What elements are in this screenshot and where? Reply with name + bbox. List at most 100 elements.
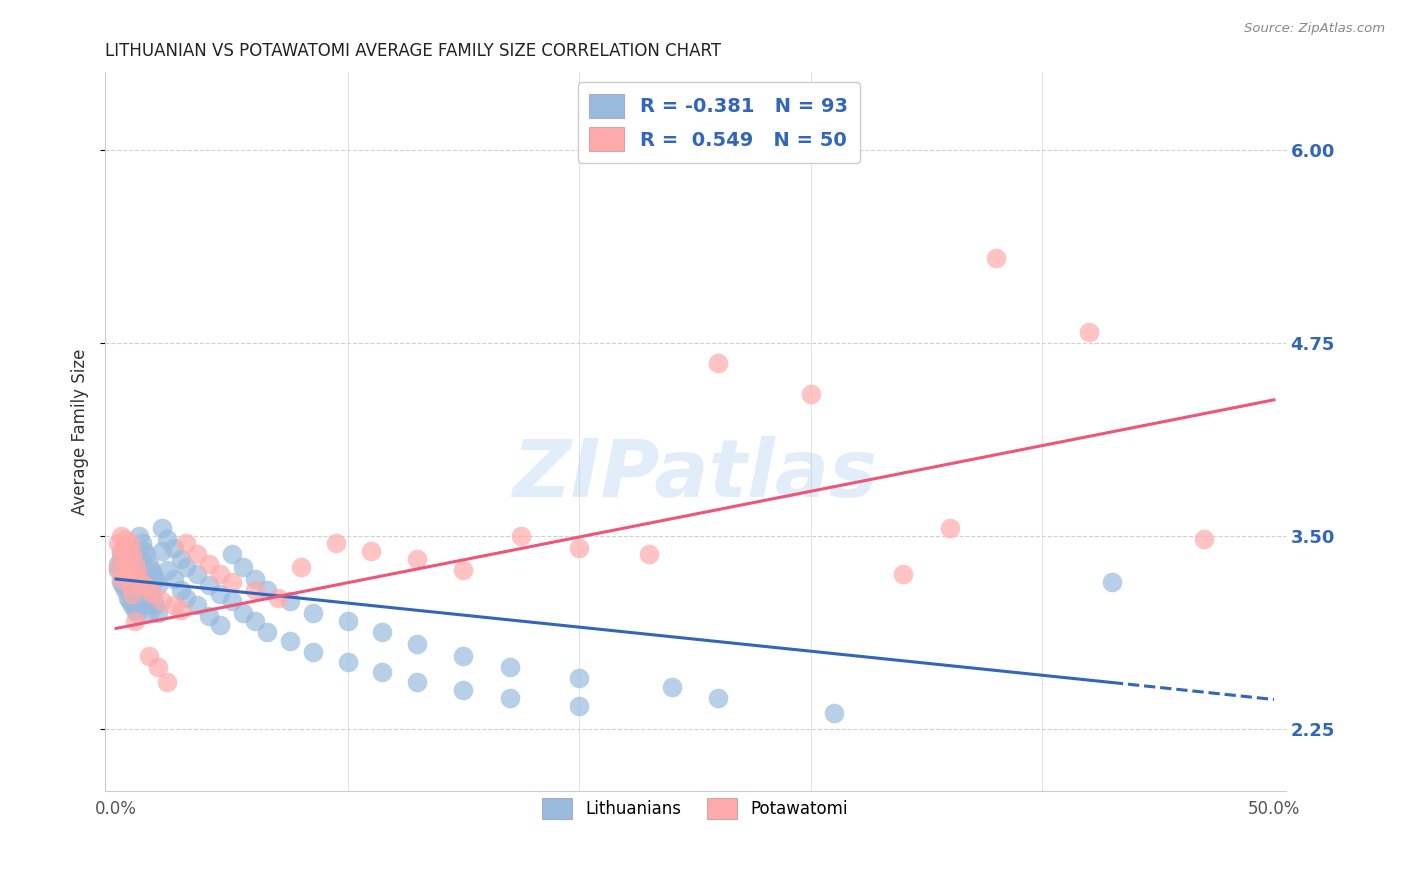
Point (453, 683, 475, 698)
Point (637, 547, 659, 561)
Point (138, 606, 160, 620)
Point (110, 529, 132, 543)
Point (186, 547, 208, 561)
Point (110, 575, 132, 590)
Point (371, 665, 394, 679)
Point (142, 593, 165, 607)
Point (107, 557, 129, 571)
Point (142, 567, 165, 582)
Point (139, 563, 162, 577)
Point (112, 578, 135, 592)
Point (110, 572, 132, 586)
Point (209, 618, 232, 632)
Point (823, 706, 845, 721)
Point (170, 603, 193, 617)
Point (156, 675, 179, 690)
Point (267, 591, 290, 605)
Point (117, 567, 139, 582)
Point (114, 532, 136, 546)
Point (138, 557, 160, 571)
Point (453, 563, 475, 577)
Point (117, 552, 139, 566)
Point (174, 559, 197, 574)
Point (131, 559, 153, 574)
Point (128, 572, 150, 586)
Point (800, 386, 823, 401)
Point (156, 532, 179, 546)
Point (325, 536, 347, 550)
Point (170, 582, 193, 597)
Point (124, 557, 146, 571)
Point (170, 552, 193, 566)
Point (1077, 325, 1099, 339)
Point (156, 563, 179, 577)
Point (121, 599, 143, 613)
Point (135, 547, 157, 561)
Point (112, 563, 135, 577)
Point (124, 582, 146, 597)
Point (360, 544, 382, 558)
Point (938, 521, 960, 535)
Point (114, 582, 136, 597)
Point (114, 552, 136, 566)
Point (107, 563, 129, 577)
Point (336, 614, 359, 628)
Point (209, 587, 232, 601)
Point (132, 591, 155, 605)
Point (209, 567, 232, 582)
Point (336, 656, 359, 670)
Point (131, 536, 153, 550)
Point (152, 593, 174, 607)
Point (138, 649, 160, 664)
Point (197, 609, 219, 624)
Point (114, 541, 136, 555)
Point (132, 572, 155, 586)
Point (145, 599, 167, 613)
Point (117, 544, 139, 558)
Point (146, 660, 169, 674)
Point (302, 644, 325, 658)
Point (163, 572, 186, 586)
Point (112, 541, 135, 555)
Point (128, 529, 150, 543)
Point (146, 606, 169, 620)
Text: Source: ZipAtlas.com: Source: ZipAtlas.com (1244, 22, 1385, 36)
Point (453, 649, 475, 664)
Point (128, 578, 150, 592)
Point (174, 591, 197, 605)
Point (146, 578, 169, 592)
Point (221, 593, 243, 607)
Point (110, 544, 132, 558)
Point (568, 698, 591, 713)
Point (186, 599, 208, 613)
Point (112, 567, 135, 582)
Point (124, 614, 146, 628)
Text: ZIPatlas: ZIPatlas (513, 435, 877, 514)
Point (110, 547, 132, 561)
Text: LITHUANIAN VS POTAWATOMI AVERAGE FAMILY SIZE CORRELATION CHART: LITHUANIAN VS POTAWATOMI AVERAGE FAMILY … (104, 42, 721, 60)
Point (121, 563, 143, 577)
Point (707, 690, 730, 705)
Point (232, 559, 254, 574)
Point (510, 529, 533, 543)
Point (125, 563, 148, 577)
Point (243, 572, 266, 586)
Point (124, 567, 146, 582)
Point (568, 541, 591, 555)
Point (121, 547, 143, 561)
Point (118, 578, 141, 592)
Point (118, 575, 141, 590)
Point (107, 536, 129, 550)
Point (145, 572, 167, 586)
Point (152, 521, 174, 535)
Point (128, 599, 150, 613)
Point (256, 582, 278, 597)
Point (1194, 532, 1216, 546)
Point (406, 552, 429, 566)
Point (135, 599, 157, 613)
Point (197, 578, 219, 592)
Point (152, 544, 174, 558)
Point (243, 582, 266, 597)
Point (138, 578, 160, 592)
Point (112, 547, 135, 561)
